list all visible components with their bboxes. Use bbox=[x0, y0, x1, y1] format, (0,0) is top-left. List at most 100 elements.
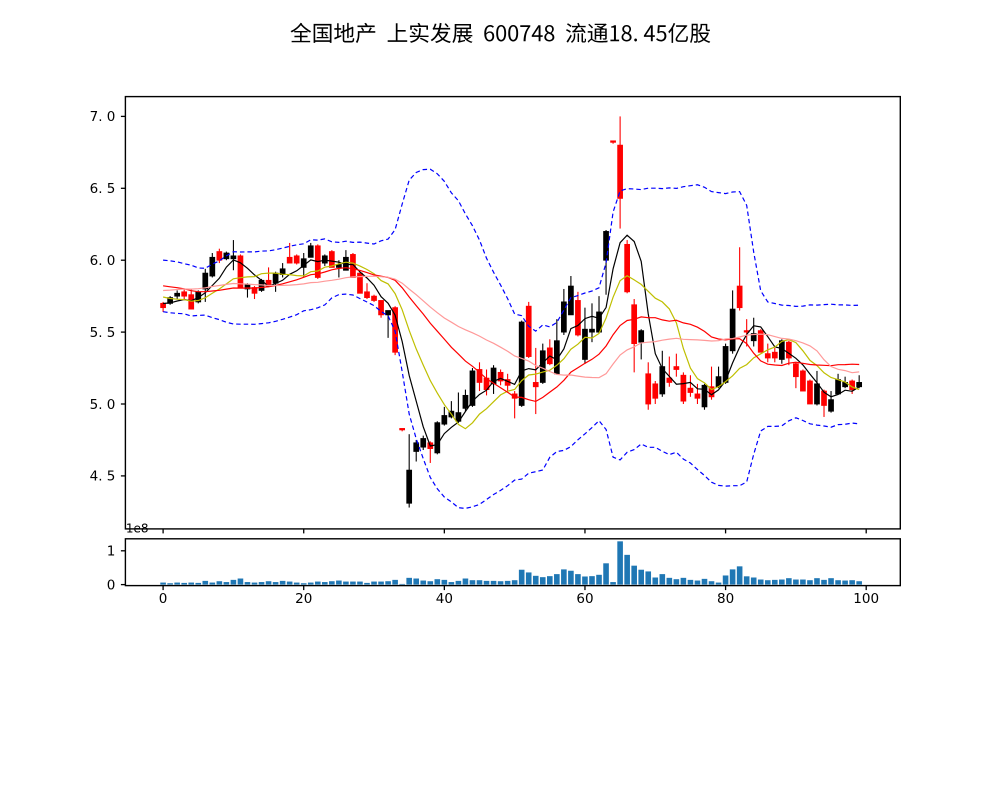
candle-body-up bbox=[420, 438, 427, 448]
volume-bar bbox=[736, 566, 743, 585]
candle-body-down bbox=[286, 256, 293, 264]
volume-bar bbox=[441, 579, 448, 585]
x-tick-label: 60 bbox=[576, 591, 593, 607]
line-ma30 bbox=[163, 275, 860, 379]
volume-bar bbox=[504, 580, 511, 585]
volume-bar bbox=[729, 569, 736, 585]
volume-bar bbox=[694, 580, 701, 585]
volume-bar bbox=[547, 576, 553, 585]
price-ytick-label: 7. 0 bbox=[90, 109, 116, 125]
x-tick-label: 40 bbox=[436, 591, 453, 607]
volume-bar bbox=[343, 581, 349, 585]
candle-body-down bbox=[757, 330, 764, 353]
candle-body-down bbox=[610, 140, 616, 143]
volume-bar bbox=[835, 580, 841, 585]
candle-body-down bbox=[764, 353, 771, 359]
candle-body-down bbox=[708, 386, 715, 398]
candle-body-up bbox=[321, 255, 328, 264]
volume-bar bbox=[385, 581, 391, 585]
candle-body-down bbox=[807, 380, 813, 405]
candle-body-down bbox=[357, 272, 363, 294]
volume-bar bbox=[743, 576, 750, 585]
candle-body-down bbox=[771, 351, 778, 359]
candle-body-down bbox=[617, 144, 623, 199]
volume-bar bbox=[462, 578, 469, 585]
candle-body-up bbox=[603, 231, 609, 261]
candle-body-up bbox=[230, 255, 237, 260]
volume-bar bbox=[575, 574, 581, 585]
volume-bar bbox=[807, 580, 813, 585]
candle-body-up bbox=[462, 394, 469, 409]
candle-body-down bbox=[216, 251, 223, 261]
candle-body-down bbox=[652, 383, 659, 399]
candle-body-down bbox=[378, 300, 384, 316]
candle-body-down bbox=[673, 366, 680, 370]
candle-body-down bbox=[525, 305, 532, 357]
volume-bar bbox=[722, 575, 729, 585]
candle-body-down bbox=[181, 291, 188, 297]
volume-bar bbox=[511, 580, 518, 585]
volume-bar bbox=[490, 580, 497, 585]
candle-body-up bbox=[561, 301, 567, 333]
volume-bar bbox=[483, 580, 490, 585]
candle-body-down bbox=[293, 255, 300, 264]
candle-body-up bbox=[589, 328, 595, 333]
volume-bar bbox=[350, 581, 356, 585]
volume-bar bbox=[237, 578, 244, 585]
candle-body-down bbox=[328, 251, 335, 268]
volume-bar bbox=[603, 563, 609, 585]
candle-body-down bbox=[793, 363, 799, 378]
candle-body-down bbox=[497, 371, 504, 382]
candle-body-up bbox=[638, 330, 645, 343]
volume-bar bbox=[195, 582, 202, 585]
volume-ytick-label: 0 bbox=[107, 577, 116, 593]
volume-bar bbox=[554, 574, 560, 585]
candle-body-down bbox=[371, 295, 377, 301]
chart-title bbox=[290, 22, 711, 44]
price-ytick-label: 4. 5 bbox=[90, 469, 116, 485]
candle-body-down bbox=[645, 373, 652, 405]
volume-bar bbox=[589, 576, 595, 585]
volume-bar bbox=[455, 580, 462, 585]
candle-body-up bbox=[539, 350, 546, 383]
volume-bar bbox=[406, 577, 412, 585]
candle-body-down bbox=[476, 369, 483, 383]
volume-bar bbox=[645, 571, 652, 585]
candle-body-up bbox=[518, 321, 525, 406]
volume-bar bbox=[230, 579, 237, 585]
chart-title-glyphs bbox=[290, 22, 711, 44]
volume-bar bbox=[800, 579, 806, 585]
candle-body-down bbox=[511, 393, 518, 399]
candle-body-down bbox=[624, 243, 630, 293]
volume-bar bbox=[652, 577, 659, 585]
volume-bar bbox=[364, 582, 370, 585]
volume-bar bbox=[525, 572, 532, 585]
candle-body-up bbox=[336, 264, 342, 268]
volume-bar bbox=[167, 583, 173, 585]
volume-bar bbox=[322, 582, 328, 585]
volume-ytick-label: 1 bbox=[107, 544, 116, 560]
price-ytick-label: 5. 5 bbox=[90, 325, 116, 341]
volume-bar bbox=[856, 581, 862, 585]
candle-body-up bbox=[729, 308, 736, 352]
volume-bar bbox=[814, 578, 820, 585]
candle-body-down bbox=[680, 374, 687, 402]
volume-bar bbox=[638, 569, 645, 585]
candle-body-up bbox=[828, 399, 834, 412]
candle-body-up bbox=[385, 310, 391, 316]
candle-body-up bbox=[856, 382, 863, 388]
candle-body-down bbox=[736, 285, 743, 309]
volume-bar bbox=[568, 570, 574, 585]
volume-bar bbox=[314, 581, 321, 585]
volume-bar bbox=[392, 579, 398, 585]
volume-bar bbox=[532, 575, 539, 585]
candle-body-up bbox=[174, 292, 181, 297]
volume-bar bbox=[265, 581, 272, 585]
price-panel bbox=[160, 116, 863, 510]
volume-bar bbox=[434, 579, 441, 585]
candle-body-down bbox=[800, 370, 806, 392]
volume-bar bbox=[286, 581, 293, 585]
volume-bar bbox=[708, 581, 715, 585]
